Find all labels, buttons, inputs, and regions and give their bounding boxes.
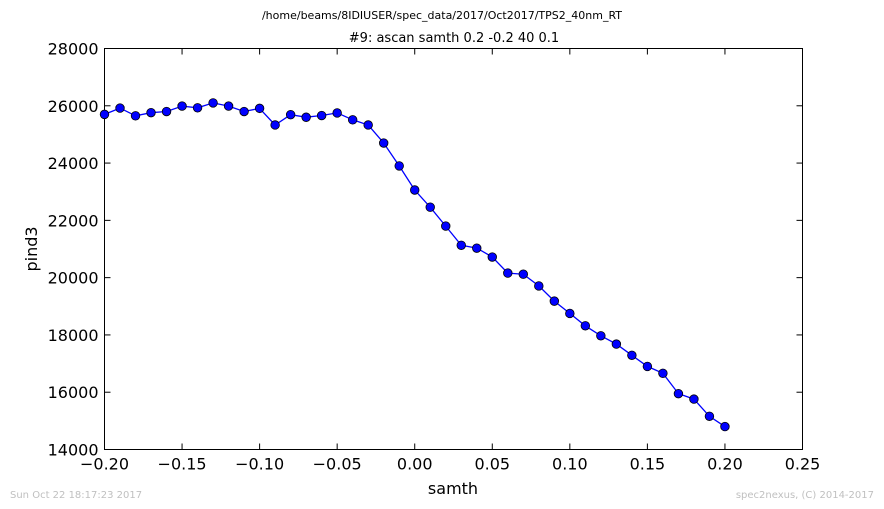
data-point [239, 106, 249, 117]
data-point [379, 138, 389, 148]
y-tick-label: 18000 [48, 326, 99, 345]
data-point [720, 421, 730, 432]
data-point [285, 109, 296, 120]
data-point [565, 308, 575, 319]
footer-copyright: spec2nexus, (C) 2014-2017 [736, 490, 874, 501]
data-point [503, 268, 513, 278]
chart-title: #9: ascan samth 0.2 -0.2 40 0.1 [349, 31, 559, 46]
data-point [441, 221, 451, 231]
x-axis-label: samth [428, 479, 478, 498]
data-point [642, 361, 653, 372]
data-point [689, 394, 699, 404]
chart-suptitle: /home/beams/8IDIUSER/spec_data/2017/Oct2… [262, 9, 622, 22]
y-axis-label: pind3 [22, 226, 41, 271]
data-point [611, 339, 622, 349]
data-point [161, 106, 172, 117]
data-point [363, 120, 373, 130]
y-tick-label: 26000 [48, 97, 99, 116]
data-point [254, 103, 265, 114]
data-point [223, 101, 234, 111]
data-point [177, 101, 187, 111]
data-point [146, 107, 156, 118]
x-tick-label: 0.15 [630, 455, 666, 474]
y-tick-label: 14000 [48, 441, 99, 460]
data-point [425, 202, 435, 212]
data-point [208, 98, 218, 108]
x-tick-label: −0.05 [313, 455, 362, 474]
data-point [487, 252, 497, 262]
data-point [549, 296, 560, 306]
x-tick-label: −0.20 [80, 455, 129, 474]
data-point [518, 269, 529, 279]
x-axis: −0.20 −0.15 −0.10 −0.05 0.00 0.05 0.10 0.15 0.20… [80, 48, 821, 474]
data-point [704, 411, 715, 421]
x-tick-label: −0.10 [235, 455, 284, 474]
x-tick-label: 0.20 [707, 455, 743, 474]
y-tick-label: 24000 [48, 154, 99, 173]
data-point [115, 103, 125, 113]
data-point [270, 120, 280, 130]
data-point [673, 388, 684, 399]
data-point [130, 111, 141, 121]
y-tick-label: 16000 [48, 383, 99, 402]
series-markers [99, 98, 730, 432]
data-point [347, 115, 358, 125]
x-tick-label: 0.25 [785, 455, 821, 474]
x-tick-label: 0.10 [552, 455, 588, 474]
data-point [99, 109, 110, 120]
footer-timestamp: Sun Oct 22 18:17:23 2017 [10, 490, 142, 501]
y-axis: 14000 16000 18000 20000 22000 24000 26000 28000 [48, 40, 803, 460]
x-tick-label: 0.05 [474, 455, 510, 474]
data-point [580, 321, 591, 331]
y-tick-label: 20000 [48, 269, 99, 288]
data-point [456, 240, 466, 250]
plot-area [104, 48, 803, 450]
data-point [596, 331, 606, 341]
data-point [301, 112, 311, 122]
y-tick-label: 22000 [48, 211, 99, 230]
data-point [472, 243, 482, 253]
data-point [394, 161, 404, 171]
data-point [658, 368, 668, 379]
data-point [192, 103, 203, 113]
data-point [627, 350, 637, 360]
x-tick-label: 0.00 [397, 455, 433, 474]
data-point [332, 108, 342, 118]
data-point [534, 281, 544, 291]
data-point [316, 110, 327, 121]
x-tick-label: −0.15 [158, 455, 207, 474]
data-point [410, 185, 420, 195]
y-tick-label: 28000 [48, 40, 99, 59]
